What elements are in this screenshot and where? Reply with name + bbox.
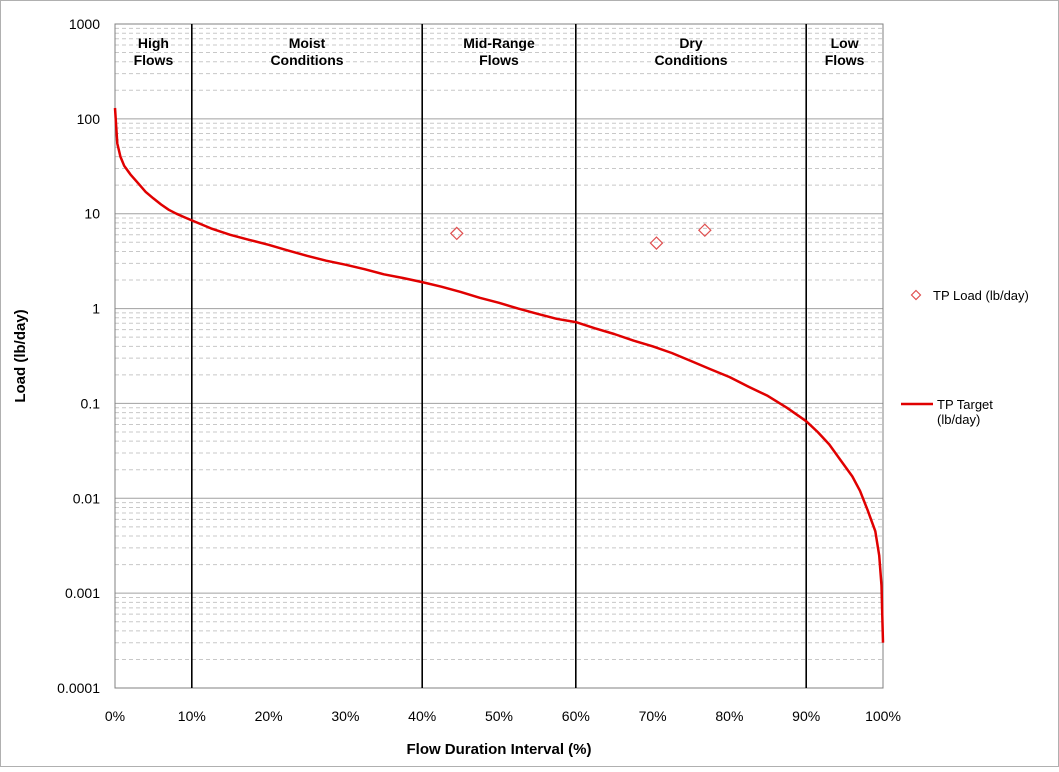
x-tick-label: 60%	[562, 708, 590, 724]
zone-dividers: HighFlowsMoistConditionsMid-RangeFlowsDr…	[134, 24, 865, 688]
zone-label: Low	[831, 35, 859, 51]
x-axis-title: Flow Duration Interval (%)	[406, 741, 591, 758]
x-tick-label: 40%	[408, 708, 436, 724]
x-tick-label: 20%	[255, 708, 283, 724]
zone-label: Moist	[289, 35, 326, 51]
zone-label: Mid-Range	[463, 35, 535, 51]
x-tick-label: 100%	[865, 708, 901, 724]
legend-label: TP Target	[937, 397, 993, 412]
x-tick-label: 10%	[178, 708, 206, 724]
gridlines	[115, 27, 883, 660]
y-axis-title: Load (lb/day)	[12, 309, 29, 402]
x-tick-label: 0%	[105, 708, 125, 724]
zone-label: Flows	[825, 52, 865, 68]
x-tick-label: 80%	[715, 708, 743, 724]
zone-label: High	[138, 35, 169, 51]
x-tick-label: 30%	[331, 708, 359, 724]
plot-area-border	[114, 23, 884, 689]
zone-label: Conditions	[654, 52, 727, 68]
y-tick-label: 1000	[69, 16, 100, 32]
y-tick-label: 1	[92, 301, 100, 317]
legend-label: (lb/day)	[937, 412, 980, 427]
tp-target-line	[113, 107, 885, 643]
y-tick-label: 0.1	[81, 395, 101, 411]
x-tick-label: 50%	[485, 708, 513, 724]
x-tick-label: 90%	[792, 708, 820, 724]
legend-label: TP Load (lb/day)	[933, 288, 1029, 303]
zone-label: Conditions	[270, 52, 343, 68]
x-tick-label: 70%	[639, 708, 667, 724]
y-tick-label: 0.01	[73, 490, 100, 506]
tp-load-point	[697, 223, 712, 238]
y-tick-label: 0.0001	[57, 680, 100, 696]
series-layer	[113, 107, 885, 643]
zone-label: Flows	[479, 52, 519, 68]
y-tick-label: 0.001	[65, 585, 100, 601]
zone-label: Dry	[679, 35, 703, 51]
y-tick-label: 10	[84, 206, 100, 222]
zone-label: Flows	[134, 52, 174, 68]
tp-load-point	[649, 236, 664, 250]
legend: TP Load (lb/day) TP Target(lb/day)	[901, 288, 1029, 427]
axis-labels: 0.0001 0.001 0.01 0.1 1 10 100 1000 0% 10% 20% 30% 4…	[57, 16, 901, 724]
y-tick-label: 100	[77, 111, 101, 127]
legend-diamond-swatch	[910, 289, 922, 301]
tp-load-point	[449, 226, 464, 241]
